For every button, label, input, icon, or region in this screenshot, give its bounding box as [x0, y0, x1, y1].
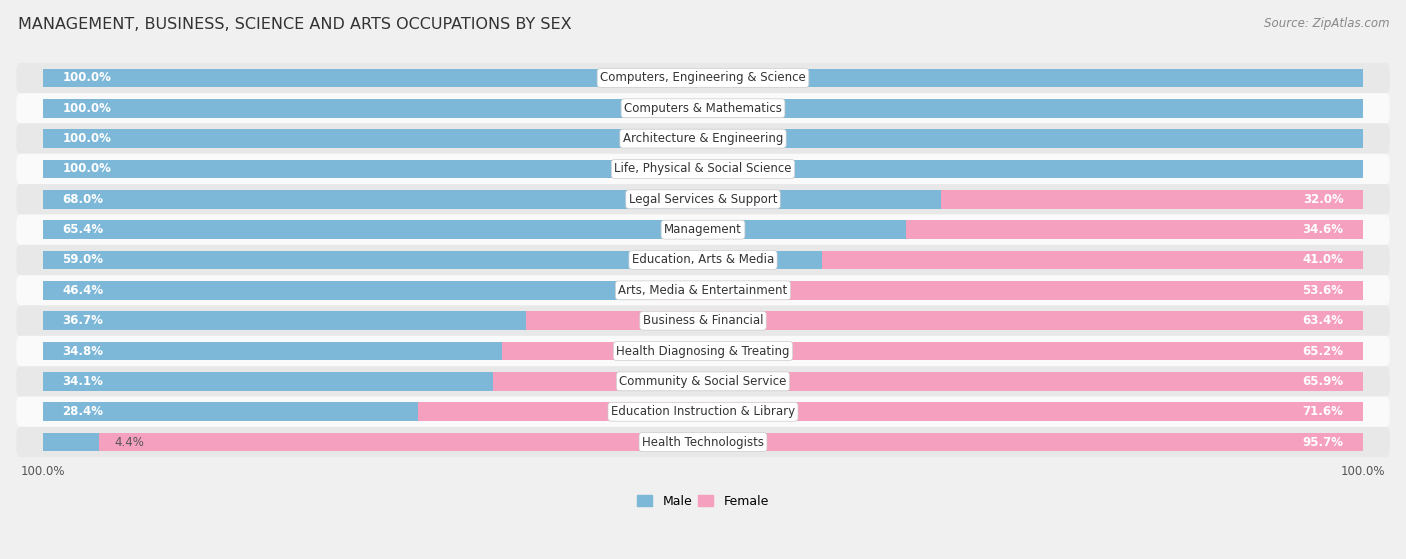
Bar — [823, 250, 1364, 269]
FancyBboxPatch shape — [17, 124, 1389, 154]
Text: 46.4%: 46.4% — [62, 284, 104, 297]
Bar — [42, 69, 1364, 87]
Text: Education, Arts & Media: Education, Arts & Media — [631, 253, 775, 267]
Text: Health Technologists: Health Technologists — [643, 435, 763, 448]
Text: 65.2%: 65.2% — [1302, 344, 1344, 358]
FancyBboxPatch shape — [17, 215, 1389, 245]
Legend: Male, Female: Male, Female — [633, 490, 773, 513]
FancyBboxPatch shape — [17, 366, 1389, 396]
Text: 95.7%: 95.7% — [1302, 435, 1344, 448]
Text: 65.4%: 65.4% — [62, 223, 104, 236]
Text: MANAGEMENT, BUSINESS, SCIENCE AND ARTS OCCUPATIONS BY SEX: MANAGEMENT, BUSINESS, SCIENCE AND ARTS O… — [18, 17, 572, 32]
FancyBboxPatch shape — [17, 427, 1389, 457]
Bar — [42, 159, 1364, 178]
Text: 34.1%: 34.1% — [62, 375, 104, 388]
Bar — [42, 220, 907, 239]
Bar — [42, 402, 418, 421]
Bar — [42, 372, 494, 391]
Text: 100.0%: 100.0% — [62, 163, 111, 176]
Text: 34.6%: 34.6% — [1302, 223, 1344, 236]
Bar — [42, 190, 941, 209]
Bar — [418, 402, 1364, 421]
Text: Legal Services & Support: Legal Services & Support — [628, 193, 778, 206]
Text: Business & Financial: Business & Financial — [643, 314, 763, 327]
Text: 41.0%: 41.0% — [1302, 253, 1344, 267]
Bar — [42, 311, 527, 330]
Bar — [494, 372, 1364, 391]
Text: 71.6%: 71.6% — [1302, 405, 1344, 418]
Bar — [42, 99, 1364, 118]
Text: 100.0%: 100.0% — [62, 132, 111, 145]
Text: 59.0%: 59.0% — [62, 253, 104, 267]
Bar — [526, 311, 1364, 330]
FancyBboxPatch shape — [17, 396, 1389, 427]
Text: 0.0%: 0.0% — [756, 163, 786, 176]
Text: Education Instruction & Library: Education Instruction & Library — [612, 405, 794, 418]
FancyBboxPatch shape — [17, 275, 1389, 306]
FancyBboxPatch shape — [17, 306, 1389, 336]
Text: 36.7%: 36.7% — [62, 314, 104, 327]
Bar — [100, 433, 1364, 452]
Text: 65.9%: 65.9% — [1302, 375, 1344, 388]
Bar — [42, 433, 101, 452]
Text: 4.4%: 4.4% — [114, 435, 143, 448]
Bar — [703, 69, 742, 87]
Text: Community & Social Service: Community & Social Service — [619, 375, 787, 388]
Text: 68.0%: 68.0% — [62, 193, 104, 206]
Text: 32.0%: 32.0% — [1303, 193, 1344, 206]
Text: Source: ZipAtlas.com: Source: ZipAtlas.com — [1264, 17, 1389, 30]
Text: 0.0%: 0.0% — [756, 102, 786, 115]
FancyBboxPatch shape — [17, 93, 1389, 124]
Bar — [42, 342, 502, 361]
Bar — [655, 281, 1364, 300]
FancyBboxPatch shape — [17, 184, 1389, 215]
Text: Arts, Media & Entertainment: Arts, Media & Entertainment — [619, 284, 787, 297]
FancyBboxPatch shape — [17, 336, 1389, 366]
Text: Health Diagnosing & Treating: Health Diagnosing & Treating — [616, 344, 790, 358]
Bar — [502, 342, 1364, 361]
Text: 0.0%: 0.0% — [756, 72, 786, 84]
Text: 53.6%: 53.6% — [1302, 284, 1344, 297]
Bar — [42, 129, 1364, 148]
Bar — [42, 281, 655, 300]
Text: 28.4%: 28.4% — [62, 405, 104, 418]
FancyBboxPatch shape — [17, 154, 1389, 184]
Text: 100.0%: 100.0% — [62, 102, 111, 115]
Bar — [42, 250, 823, 269]
FancyBboxPatch shape — [17, 245, 1389, 275]
Text: 63.4%: 63.4% — [1302, 314, 1344, 327]
Bar — [941, 190, 1364, 209]
Text: 100.0%: 100.0% — [1341, 465, 1385, 478]
Text: Architecture & Engineering: Architecture & Engineering — [623, 132, 783, 145]
Text: Computers, Engineering & Science: Computers, Engineering & Science — [600, 72, 806, 84]
Bar — [907, 220, 1364, 239]
Bar — [703, 129, 742, 148]
Text: 0.0%: 0.0% — [756, 132, 786, 145]
Bar — [703, 159, 742, 178]
Text: Management: Management — [664, 223, 742, 236]
Bar — [703, 99, 742, 118]
Text: 100.0%: 100.0% — [62, 72, 111, 84]
Text: Life, Physical & Social Science: Life, Physical & Social Science — [614, 163, 792, 176]
FancyBboxPatch shape — [17, 63, 1389, 93]
Text: 34.8%: 34.8% — [62, 344, 104, 358]
Text: 100.0%: 100.0% — [21, 465, 65, 478]
Text: Computers & Mathematics: Computers & Mathematics — [624, 102, 782, 115]
